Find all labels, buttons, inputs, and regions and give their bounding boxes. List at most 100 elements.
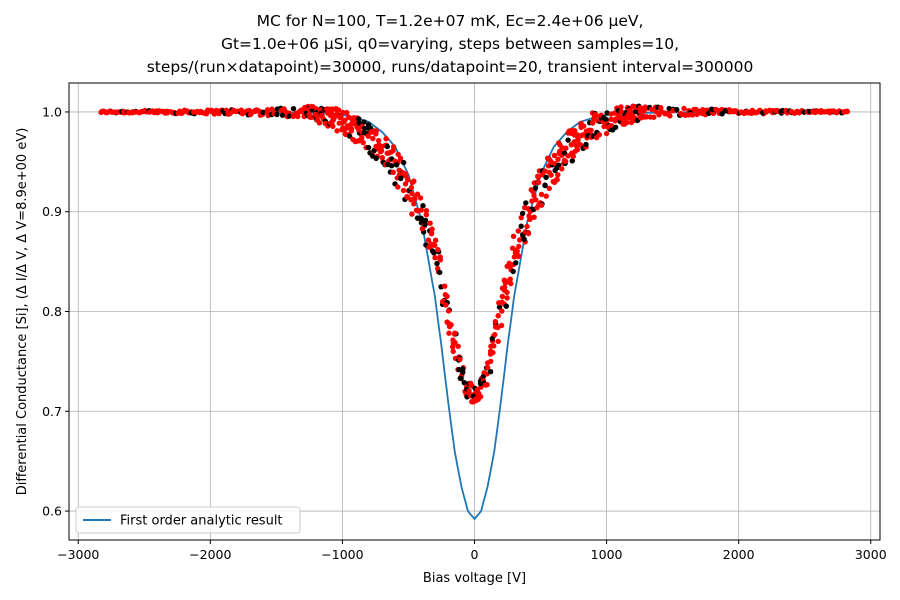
mc-data-point [340, 109, 346, 116]
mc-data-point [373, 155, 379, 161]
mc-data-point [821, 109, 827, 115]
mc-data-point [290, 106, 297, 112]
mc-data-point [548, 172, 554, 178]
x-tick-label: 2000 [723, 547, 755, 562]
mc-data-point [233, 108, 240, 115]
mc-data-point [551, 152, 558, 159]
y-tick-label: 0.7 [42, 404, 62, 419]
mc-data-point [341, 119, 347, 125]
mc-data-point [346, 133, 353, 139]
mc-data-point [510, 268, 516, 275]
x-tick-label: 1000 [591, 547, 623, 562]
mc-data-point [460, 369, 466, 375]
legend: First order analytic result [75, 506, 301, 534]
mc-data-point [538, 191, 545, 198]
mc-data-point [254, 107, 260, 113]
mc-data-point [495, 338, 501, 345]
mc-data-point [572, 128, 578, 134]
mc-data-point [365, 144, 372, 151]
mc-data-point [383, 136, 389, 142]
mc-data-point [518, 223, 524, 229]
mc-data-point [553, 176, 560, 183]
mc-data-point [400, 187, 407, 194]
mc-data-point [395, 151, 401, 158]
mc-data-point [624, 119, 630, 126]
mc-data-point [527, 216, 533, 222]
mc-data-point [417, 195, 424, 201]
mc-data-point [477, 394, 484, 400]
mc-data-point [604, 110, 610, 116]
mc-data-point [373, 128, 379, 134]
mc-data-point [395, 184, 401, 190]
mc-data-point [443, 302, 449, 308]
x-tick-label: −2000 [189, 547, 231, 562]
axis-ticks: −3000 −2000 −1000 0 1000 2000 3000 0.6 0.7 0.8 0.9… [42, 104, 887, 562]
mc-data-point [488, 358, 494, 365]
mc-data-point [356, 127, 362, 133]
mc-data-point [379, 155, 385, 161]
mc-data-point [314, 117, 321, 124]
mc-data-point [412, 195, 418, 201]
mc-data-point [420, 203, 426, 209]
mc-data-point [531, 192, 537, 199]
mc-data-point [480, 374, 486, 380]
mc-data-point [507, 276, 513, 282]
mc-data-point [393, 162, 400, 168]
mc-data-point [411, 178, 417, 184]
mc-data-point [452, 339, 458, 346]
mc-data-point [375, 137, 382, 144]
mc-data-point [774, 107, 780, 114]
mc-data-point [538, 202, 545, 208]
mc-data-point [575, 137, 581, 143]
mc-data-point [437, 269, 443, 276]
mc-data-point [794, 108, 800, 115]
mc-data-point [490, 349, 496, 356]
mc-data-point [588, 127, 594, 133]
mc-data-point [543, 174, 549, 180]
mc-data-point [432, 242, 438, 248]
mc-data-point [247, 111, 254, 118]
mc-data-point [359, 134, 365, 141]
grid-lines [69, 83, 880, 540]
mc-data-point [496, 304, 503, 310]
mc-data-point [489, 335, 495, 342]
mc-data-point [546, 185, 552, 192]
mc-data-point [556, 140, 562, 146]
mc-data-point [432, 237, 439, 243]
mc-data-point [569, 158, 575, 164]
mc-data-point [428, 231, 435, 237]
mc-data-point [384, 143, 390, 150]
mc-data-point [425, 237, 432, 243]
mc-data-point [431, 250, 437, 256]
mc-data-point [450, 348, 456, 355]
mc-data-point [455, 343, 461, 349]
mc-data-point [535, 174, 542, 180]
mc-data-point [499, 308, 505, 314]
mc-data-point [442, 283, 448, 289]
mc-data-point [409, 211, 415, 217]
y-tick-label: 0.9 [42, 204, 62, 219]
mc-data-point [517, 237, 523, 243]
mc-data-point [402, 181, 409, 187]
legend-box [75, 506, 301, 534]
mc-data-point [503, 303, 509, 309]
mc-data-point [260, 109, 266, 116]
mc-data-point [411, 201, 417, 207]
mc-data-point [658, 105, 664, 111]
mc-data-point [485, 364, 491, 371]
mc-data-point [506, 260, 512, 266]
mc-data-point [618, 109, 625, 115]
mc-data-point [405, 177, 411, 183]
legend-label-analytic: First order analytic result [120, 514, 283, 529]
mc-points-layer [98, 103, 851, 405]
mc-data-point [306, 111, 312, 118]
mc-data-point [651, 114, 657, 120]
mc-data-point [408, 184, 415, 191]
mc-data-point [575, 132, 581, 138]
mc-data-point [444, 293, 450, 299]
mc-data-point [434, 260, 440, 267]
mc-data-point [458, 375, 464, 382]
mc-data-point [576, 141, 582, 148]
x-tick-label: −1000 [321, 547, 363, 562]
